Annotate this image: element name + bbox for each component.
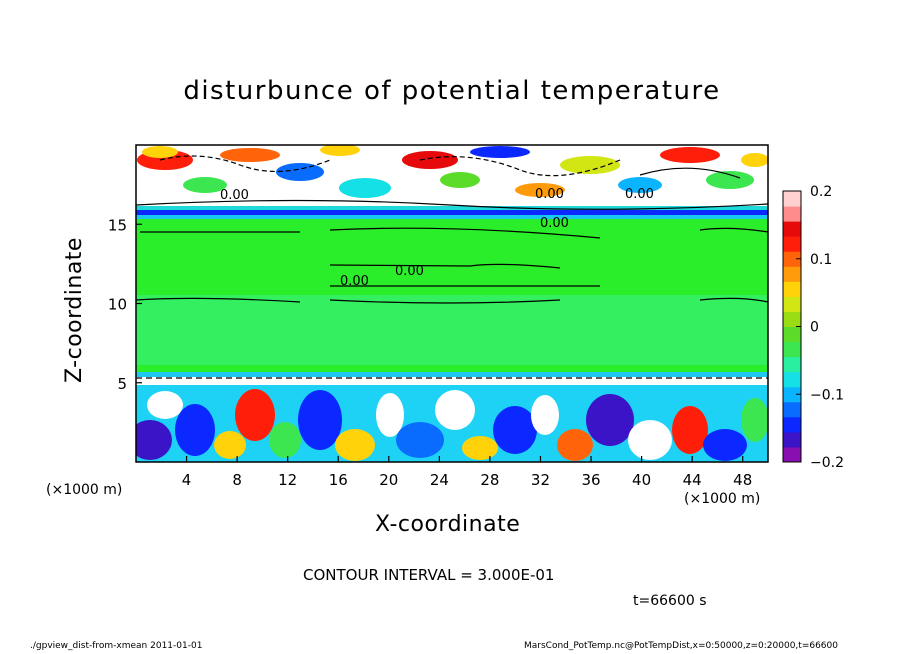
footer-left: ./gpview_dist-from-xmean 2011-01-01 [30,641,203,651]
x-tick-label: 32 [531,471,550,489]
y-tick-label: 10 [108,296,127,314]
colorbar-cell [783,446,801,463]
colorbar-tick-label: −0.2 [810,455,844,471]
x-unit-label-right: (×1000 m) [684,491,761,507]
colorbar-cell [783,251,801,267]
chart-title: disturbunce of potential temperature [183,76,721,106]
colorbar-cell [783,356,801,373]
x-tick-label: 12 [278,471,297,489]
colorbar-cell [783,431,801,448]
colorbar-tick-label: 0 [810,320,819,336]
colorbar-cell [783,401,801,418]
y-tick-label: 15 [108,216,127,234]
lower-turbulence [136,389,768,461]
contour-label: 0.00 [540,216,569,231]
contour-label: 0.00 [395,264,424,279]
x-tick-label: 44 [683,471,702,489]
contour-lines [136,155,768,379]
x-unit-label-left: (×1000 m) [46,482,123,498]
colorbar-cell [783,221,801,237]
x-tick-label: 20 [379,471,398,489]
y-axis: 5 10 15 [108,216,142,393]
y-tick-label: 5 [117,375,127,393]
upper-turbulence [137,145,768,198]
colorbar-cell [783,326,801,343]
colorbar-cell [783,311,801,327]
colorbar-tick-label: 0.2 [810,184,832,200]
footer-right: MarsCond_PotTemp.nc@PotTempDist,x=0:5000… [524,641,838,651]
x-tick-label: 24 [430,471,449,489]
colorbar: 0.2 0.1 0 −0.1 −0.2 [782,184,844,471]
x-tick-label: 40 [632,471,651,489]
x-tick-label: 16 [329,471,348,489]
colorbar-cell [783,371,801,388]
colorbar-cell [783,386,801,403]
x-tick-label: 48 [733,471,752,489]
contour-label-group: 0.00 0.00 0.00 0.00 0.00 0.00 [220,187,654,289]
contour-interval-text: CONTOUR INTERVAL = 3.000E-01 [303,566,555,584]
colorbar-cell [783,206,801,222]
x-tick-label: 8 [232,471,242,489]
x-tick-label: 4 [182,471,192,489]
x-tick-label: 28 [480,471,499,489]
time-label: t=66600 s [633,593,707,609]
colorbar-cell [783,281,801,297]
contour-label: 0.00 [535,187,564,202]
x-axis: 4 8 12 16 20 24 28 32 36 40 44 48 [182,456,752,489]
colorbar-cell [783,416,801,433]
heatmap-field: 0.00 0.00 0.00 0.00 0.00 0.00 [136,145,768,462]
contour-label: 0.00 [625,187,654,202]
contour-label: 0.00 [220,188,249,203]
x-axis-label: X-coordinate [375,512,521,537]
colorbar-cell [783,191,801,207]
colorbar-cell [783,266,801,282]
x-tick-label: 36 [581,471,600,489]
y-axis-label: Z-coordinate [62,237,87,383]
colorbar-cell [783,236,801,252]
contour-label: 0.00 [340,274,369,289]
colorbar-tick-label: 0.1 [810,252,832,268]
colorbar-cell [783,296,801,312]
colorbar-tick-label: −0.1 [810,387,844,403]
colorbar-cell [783,341,801,358]
